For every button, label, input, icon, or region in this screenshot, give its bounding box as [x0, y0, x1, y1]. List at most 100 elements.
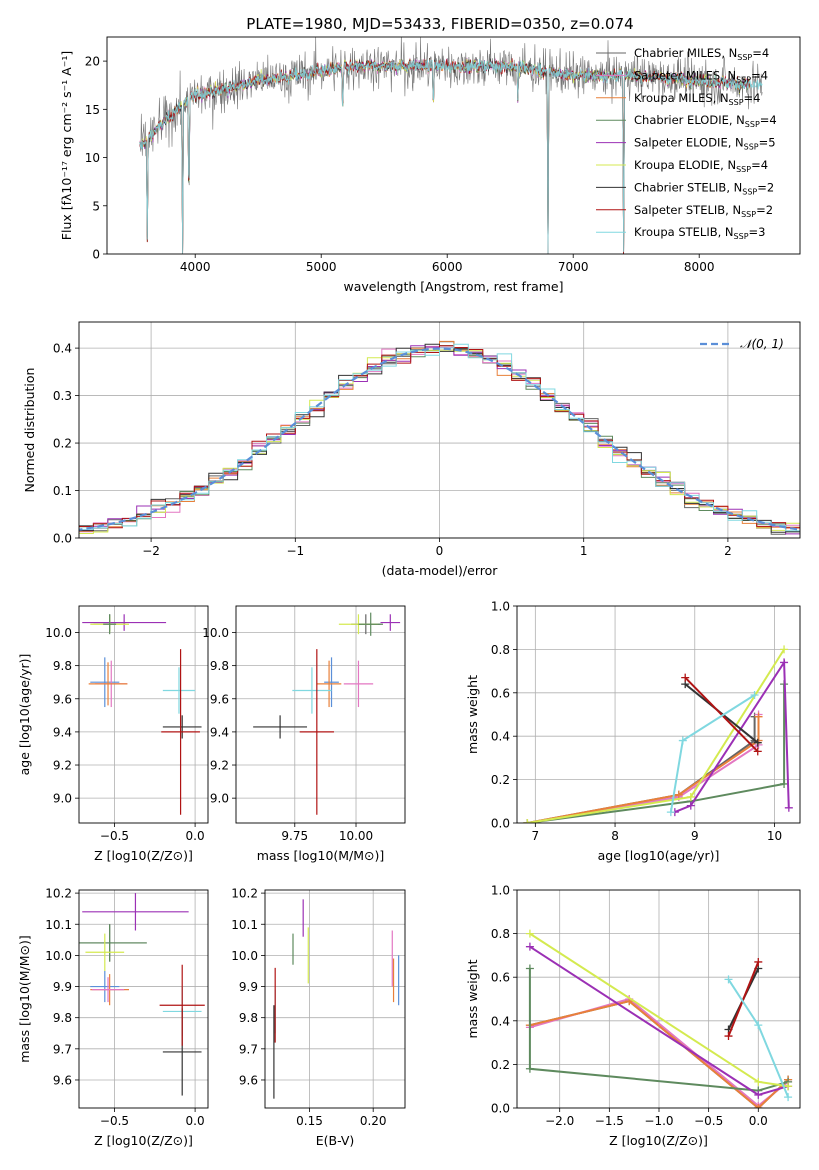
legend-sub: SSP: [729, 98, 744, 107]
errorbar-point: [358, 612, 383, 636]
legend-entry: Chabrier ELODIE, NSSP=4: [634, 113, 777, 129]
y-tick-label: 9.2: [53, 759, 72, 773]
errorbar-point: [299, 649, 334, 815]
errorbar-point: [292, 667, 332, 714]
y-tick-label: 0.0: [491, 817, 510, 831]
x-tick-label: 2: [724, 544, 732, 558]
legend-label: Chabrier MILES, N: [634, 46, 737, 60]
errorbar-point: [90, 657, 120, 708]
weight-marker: [780, 658, 789, 667]
y-tick-label: 10.0: [45, 949, 72, 963]
legend-entry: Kroupa ELODIE, NSSP=4: [634, 158, 768, 174]
x-tick-label: 10: [767, 829, 782, 843]
y-tick-label: 9.8: [239, 1011, 258, 1025]
weight-marker: [724, 1032, 733, 1041]
legend-sub: SSP: [742, 187, 757, 196]
y-tick-label: 0.8: [491, 643, 510, 657]
errorbar-point: [159, 964, 205, 1046]
legend-suffix: =4: [744, 91, 761, 105]
y-tick-label: 9.2: [210, 759, 229, 773]
x-axis-label: Z [log10(Z/Z⊙)]: [94, 848, 193, 863]
x-axis-label: wavelength [Angstrom, rest frame]: [343, 279, 563, 294]
y-tick-label: 1.0: [491, 884, 510, 898]
legend-entry: Salpeter MILES, NSSP=4: [634, 68, 768, 84]
weight-marker: [525, 964, 534, 973]
histogram-step-8: [79, 343, 800, 535]
y-tick-label: 0.4: [53, 342, 72, 356]
plot-area: [139, 37, 763, 254]
y-tick-label: 10.1: [231, 918, 258, 932]
weight-marker: [780, 645, 789, 654]
y-tick-label: 9.4: [53, 725, 72, 739]
errorbar-point: [324, 657, 339, 708]
weight-line-2: [529, 1000, 789, 1108]
y-tick-label: 0.1: [53, 484, 72, 498]
x-axis-label: Z [log10(Z/Z⊙)]: [609, 1133, 708, 1148]
spectrum-line-8: [139, 59, 763, 254]
y-tick-label: 1.0: [491, 600, 510, 614]
x-tick-label: 9: [691, 829, 699, 843]
legend-suffix: =3: [749, 225, 766, 239]
x-axis-label: Z [log10(Z/Z⊙)]: [94, 1133, 193, 1148]
x-tick-label: 6000: [432, 260, 463, 274]
plot-area: [79, 322, 800, 538]
y-tick-label: 5: [92, 199, 100, 213]
weight-marker: [674, 790, 683, 799]
axes-frame: [235, 605, 406, 824]
weight-marker: [678, 736, 687, 745]
legend-suffix: =4: [760, 113, 777, 127]
weight-marker: [724, 975, 733, 984]
y-tick-label: 0.3: [53, 389, 72, 403]
legend-entry: Salpeter ELODIE, NSSP=5: [634, 136, 776, 152]
legend-sub: SSP: [737, 53, 752, 62]
errorbar-point: [162, 715, 202, 739]
y-tick-label: 9.6: [53, 1073, 72, 1087]
legend-suffix: =5: [759, 136, 776, 150]
y-tick-label: 0.0: [53, 532, 72, 546]
y-tick-label: 0.6: [491, 971, 510, 985]
weight-line-3: [528, 968, 789, 1092]
y-tick-label: 10.1: [45, 918, 72, 932]
weight-line-2: [527, 716, 760, 823]
x-tick-label: −2: [142, 544, 160, 558]
y-tick-label: 9.0: [53, 792, 72, 806]
legend-entry: Chabrier MILES, NSSP=4: [634, 46, 769, 62]
plot-area: [236, 606, 405, 823]
errorbar-point: [343, 660, 374, 708]
x-tick-label: 7: [532, 829, 540, 843]
x-tick-label: 8: [611, 829, 619, 843]
weight-marker: [753, 738, 762, 747]
y-tick-label: 0.0: [491, 1102, 510, 1116]
y-tick-label: 10.2: [231, 887, 258, 901]
legend-label: Kroupa ELODIE, N: [634, 158, 736, 172]
x-tick-label: −0.5: [100, 829, 129, 843]
weight-marker: [666, 808, 675, 817]
legend-sub: SSP: [744, 143, 759, 152]
axes-frame: [78, 605, 209, 824]
weight-marker: [754, 1090, 763, 1099]
chart-mass-vs-ebv: 0.15 0.20 9.6 9.7 9.8 9.9 10.0 10.1 10.2 E(B-V): [231, 887, 406, 1148]
weight-marker: [681, 673, 690, 682]
y-tick-label: 10.0: [45, 626, 72, 640]
y-tick-label: 9.8: [53, 1011, 72, 1025]
x-tick-label: −2.0: [545, 1114, 574, 1128]
legend-entry: 𝒩(0, 1): [740, 337, 784, 351]
axes-frame: [78, 889, 209, 1109]
plot-area: [265, 890, 405, 1108]
x-tick-label: 0.20: [360, 1114, 387, 1128]
x-axis-label: mass [log10(M/M⊙)]: [257, 848, 385, 863]
y-axis-label: mass weight: [465, 959, 480, 1038]
axes-frame: [106, 36, 801, 255]
chart-spectrum: 4000 5000 6000 7000 8000 0 5 10 15 20 wavelength […: [59, 36, 801, 294]
y-tick-label: 0.4: [491, 1014, 510, 1028]
x-tick-label: 10.00: [339, 829, 373, 843]
weight-marker: [754, 1021, 763, 1030]
errorbar-point: [79, 924, 147, 962]
x-tick-label: −1.5: [595, 1114, 624, 1128]
y-axis-label: Normed distribution: [22, 368, 37, 493]
plot-area: [517, 606, 800, 823]
y-tick-label: 0.2: [491, 773, 510, 787]
y-tick-label: 9.9: [239, 980, 258, 994]
weight-line-7: [684, 676, 759, 753]
legend-label: Salpeter ELODIE, N: [634, 136, 744, 150]
